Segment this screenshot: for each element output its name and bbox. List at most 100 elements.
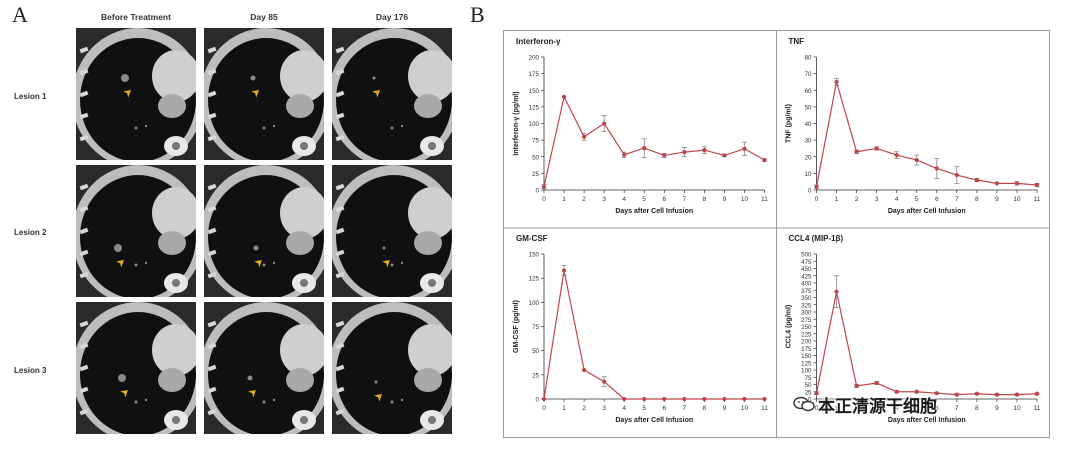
x-axis-label: Days after Cell Infusion <box>615 208 693 215</box>
series-line <box>543 95 765 187</box>
row-label-lesion3: Lesion 3 <box>14 366 47 375</box>
y-tick-label: 50 <box>805 382 812 389</box>
x-axis-label: Days after Cell Infusion <box>888 417 966 424</box>
data-point <box>722 153 727 158</box>
data-point <box>954 172 959 178</box>
data-point <box>1034 182 1040 188</box>
y-tick-label: 100 <box>529 300 540 307</box>
data-point <box>834 289 839 294</box>
ct-image <box>332 165 452 297</box>
x-axis-label: Days after Cell Infusion <box>888 208 966 215</box>
series-line <box>543 270 765 400</box>
lesion-arrow-icon <box>374 394 382 402</box>
data-point <box>974 177 979 183</box>
y-tick-label: 475 <box>801 259 812 266</box>
y-tick-label: 25 <box>805 389 812 396</box>
x-tick-label: 3 <box>875 196 879 203</box>
series-line <box>815 81 1038 187</box>
data-point <box>954 392 959 397</box>
data-point <box>762 157 767 163</box>
data-point <box>662 396 667 402</box>
x-tick-label: 9 <box>723 405 727 412</box>
x-tick-label: 7 <box>955 405 959 412</box>
ct-image <box>76 302 196 434</box>
y-tick-label: 60 <box>805 88 812 95</box>
data-point <box>762 396 767 402</box>
x-tick-label: 5 <box>642 196 646 203</box>
data-point <box>742 146 747 151</box>
column-header-day85: Day 85 <box>250 12 278 22</box>
ct-scan-panel: Before Treatment Day 85 Day 176 Lesion 1… <box>0 0 470 456</box>
y-tick-label: 75 <box>532 138 539 145</box>
data-point <box>541 184 547 189</box>
y-tick-label: 150 <box>529 252 540 259</box>
ct-image <box>76 165 196 297</box>
data-point <box>1014 181 1020 186</box>
data-point <box>934 391 939 396</box>
column-header-before: Before Treatment <box>101 12 171 22</box>
x-tick-label: 5 <box>915 405 919 412</box>
ct-image <box>204 28 324 160</box>
ct-image <box>332 28 452 160</box>
y-tick-label: 275 <box>801 317 812 324</box>
y-tick-label: 25 <box>532 372 539 379</box>
y-tick-label: 175 <box>529 71 540 78</box>
y-tick-label: 400 <box>801 281 812 288</box>
ct-image <box>204 165 324 297</box>
y-tick-label: 50 <box>532 154 539 161</box>
x-tick-label: 2 <box>855 405 859 412</box>
lesion-arrow-icon <box>372 90 380 98</box>
x-tick-label: 6 <box>935 196 939 203</box>
x-tick-label: 4 <box>895 405 899 412</box>
data-point <box>1034 391 1040 396</box>
chart-title: TNF <box>789 37 805 46</box>
data-point <box>834 79 839 85</box>
data-point <box>682 396 687 402</box>
data-point <box>702 148 707 153</box>
x-tick-label: 4 <box>622 405 626 412</box>
data-point <box>702 396 707 402</box>
data-point <box>722 396 727 402</box>
y-tick-label: 200 <box>529 55 540 62</box>
y-tick-label: 375 <box>801 288 812 295</box>
y-tick-label: 40 <box>805 121 812 128</box>
x-tick-label: 4 <box>622 196 626 203</box>
ct-image <box>204 302 324 434</box>
data-point <box>994 181 1000 186</box>
ct-image <box>76 28 196 160</box>
x-tick-label: 8 <box>975 405 979 412</box>
y-tick-label: 75 <box>805 375 812 382</box>
data-point <box>874 146 879 151</box>
x-tick-label: 6 <box>935 405 939 412</box>
data-point <box>581 134 587 139</box>
data-point <box>662 153 667 158</box>
y-tick-label: 300 <box>801 310 812 317</box>
data-point <box>914 157 919 163</box>
cytokine-charts-panel: Interferon-γ 0 25 50 75 100 125 150 175 200 0 1 2 3 4 5… <box>503 30 1050 438</box>
data-point <box>642 146 647 151</box>
y-tick-label: 0 <box>536 397 540 404</box>
x-tick-label: 9 <box>995 196 999 203</box>
y-tick-label: 425 <box>801 273 812 280</box>
y-tick-label: 50 <box>805 104 812 111</box>
data-point <box>1014 392 1020 397</box>
x-tick-label: 3 <box>602 405 606 412</box>
x-tick-label: 10 <box>1013 196 1021 203</box>
y-tick-label: 250 <box>801 324 812 331</box>
x-tick-label: 10 <box>741 405 749 412</box>
x-tick-label: 7 <box>683 196 687 203</box>
lesion-arrow-icon <box>251 90 259 98</box>
y-tick-label: 25 <box>532 171 539 178</box>
x-tick-label: 11 <box>1034 196 1041 203</box>
y-tick-label: 20 <box>805 154 812 161</box>
y-tick-label: 70 <box>805 71 812 78</box>
x-tick-label: 2 <box>582 405 586 412</box>
chart-title: GM-CSF <box>516 234 548 243</box>
data-point <box>994 392 1000 397</box>
x-tick-label: 2 <box>582 196 586 203</box>
x-tick-label: 8 <box>975 196 979 203</box>
row-label-lesion1: Lesion 1 <box>14 92 47 101</box>
x-tick-label: 3 <box>602 196 606 203</box>
y-tick-label: 0 <box>536 188 540 195</box>
x-tick-label: 1 <box>835 196 839 203</box>
